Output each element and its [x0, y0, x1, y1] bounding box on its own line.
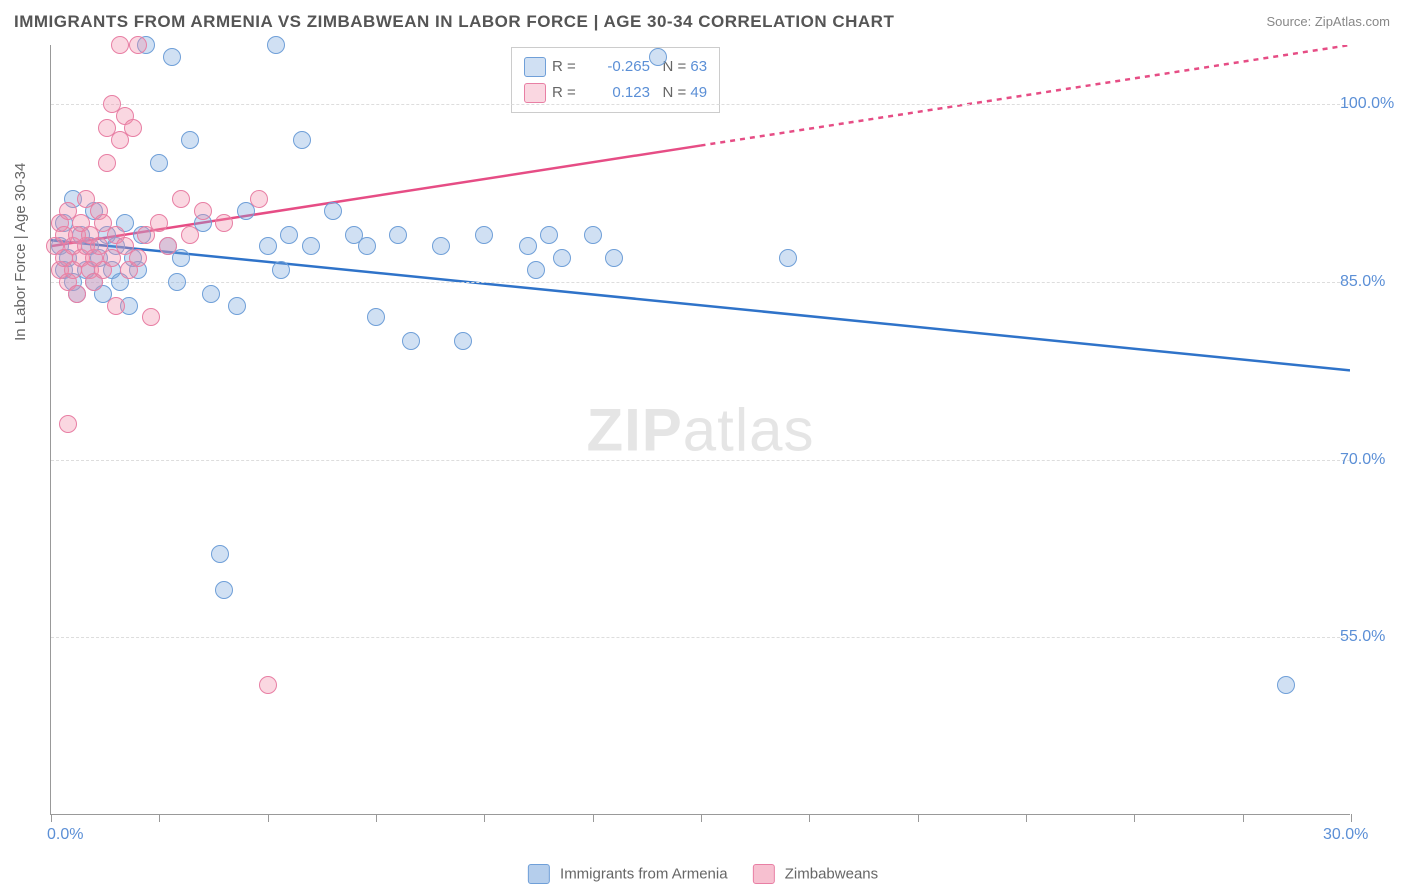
n-value: 63 — [690, 58, 707, 75]
watermark: ZIPatlas — [586, 395, 814, 464]
armenia-point — [779, 249, 797, 267]
trend-lines — [51, 45, 1350, 814]
y-tick-label: 100.0% — [1340, 95, 1400, 113]
zimbabwe-point — [150, 214, 168, 232]
armenia-point — [324, 202, 342, 220]
armenia-point — [267, 36, 285, 54]
armenia-point — [432, 237, 450, 255]
zimbabwe-point — [259, 676, 277, 694]
zimbabwe-point — [142, 308, 160, 326]
zimbabwe-point — [181, 226, 199, 244]
armenia-point — [302, 237, 320, 255]
zimbabwe-point — [250, 190, 268, 208]
armenia-point — [150, 154, 168, 172]
x-tick — [484, 814, 485, 822]
armenia-point — [215, 581, 233, 599]
armenia-point — [389, 226, 407, 244]
zimbabwe-point — [159, 237, 177, 255]
zimbabwe-point — [215, 214, 233, 232]
armenia-point — [519, 237, 537, 255]
x-tick-label: 30.0% — [1323, 826, 1368, 844]
armenia-point — [259, 237, 277, 255]
y-tick-label: 70.0% — [1340, 451, 1400, 469]
y-tick-label: 55.0% — [1340, 628, 1400, 646]
armenia-point — [454, 332, 472, 350]
x-tick — [376, 814, 377, 822]
armenia-point — [293, 131, 311, 149]
r-value: 0.123 — [580, 80, 650, 106]
n-value: 49 — [690, 84, 707, 101]
zimbabwe-swatch-icon — [524, 83, 546, 103]
x-tick — [1134, 814, 1135, 822]
x-tick — [918, 814, 919, 822]
x-tick — [701, 814, 702, 822]
gridline — [51, 460, 1350, 461]
scatter-chart: ZIPatlas R = -0.265 N = 63R = 0.123 N = … — [50, 45, 1350, 815]
x-tick — [1026, 814, 1027, 822]
armenia-point — [280, 226, 298, 244]
armenia-point — [228, 297, 246, 315]
y-axis-label: In Labor Force | Age 30-34 — [12, 163, 29, 341]
r-value: -0.265 — [580, 54, 650, 80]
r-label: R = — [552, 84, 580, 101]
armenia-point — [553, 249, 571, 267]
x-tick — [809, 814, 810, 822]
armenia-point — [402, 332, 420, 350]
x-tick — [593, 814, 594, 822]
armenia-point — [540, 226, 558, 244]
x-tick — [1243, 814, 1244, 822]
armenia-point — [358, 237, 376, 255]
x-tick — [268, 814, 269, 822]
legend-row-zimbabwe: R = 0.123 N = 49 — [524, 80, 707, 106]
armenia-point — [367, 308, 385, 326]
armenia-point — [272, 261, 290, 279]
armenia-point — [168, 273, 186, 291]
correlation-legend: R = -0.265 N = 63R = 0.123 N = 49 — [511, 47, 720, 113]
armenia-point — [475, 226, 493, 244]
x-tick — [1351, 814, 1352, 822]
armenia-point — [211, 545, 229, 563]
armenia-point — [163, 48, 181, 66]
zimbabwe-point — [111, 36, 129, 54]
armenia-swatch — [528, 864, 550, 884]
zimbabwe-point — [59, 415, 77, 433]
zimbabwe-trendline — [701, 45, 1351, 146]
armenia-swatch-icon — [524, 57, 546, 77]
n-label: N = — [662, 84, 690, 101]
gridline — [51, 104, 1350, 105]
chart-title: IMMIGRANTS FROM ARMENIA VS ZIMBABWEAN IN… — [14, 12, 894, 32]
legend-row-armenia: R = -0.265 N = 63 — [524, 54, 707, 80]
armenia-point — [181, 131, 199, 149]
armenia-point — [584, 226, 602, 244]
armenia-point — [527, 261, 545, 279]
x-tick — [51, 814, 52, 822]
zimbabwe-point — [194, 202, 212, 220]
zimbabwe-point — [107, 297, 125, 315]
r-label: R = — [552, 58, 580, 75]
armenia-point — [1277, 676, 1295, 694]
series-legend: Immigrants from Armenia Zimbabweans — [528, 864, 878, 884]
armenia-point — [202, 285, 220, 303]
zimbabwe-legend-label: Zimbabweans — [785, 866, 878, 883]
zimbabwe-point — [129, 249, 147, 267]
zimbabwe-point — [68, 285, 86, 303]
source-label: Source: ZipAtlas.com — [1266, 14, 1390, 29]
zimbabwe-point — [129, 36, 147, 54]
armenia-point — [649, 48, 667, 66]
n-label: N = — [662, 58, 690, 75]
gridline — [51, 637, 1350, 638]
armenia-point — [605, 249, 623, 267]
y-tick-label: 85.0% — [1340, 273, 1400, 291]
zimbabwe-swatch — [753, 864, 775, 884]
zimbabwe-point — [98, 154, 116, 172]
zimbabwe-point — [172, 190, 190, 208]
armenia-legend-label: Immigrants from Armenia — [560, 866, 728, 883]
x-tick-label: 0.0% — [47, 826, 83, 844]
x-tick — [159, 814, 160, 822]
gridline — [51, 282, 1350, 283]
zimbabwe-point — [124, 119, 142, 137]
